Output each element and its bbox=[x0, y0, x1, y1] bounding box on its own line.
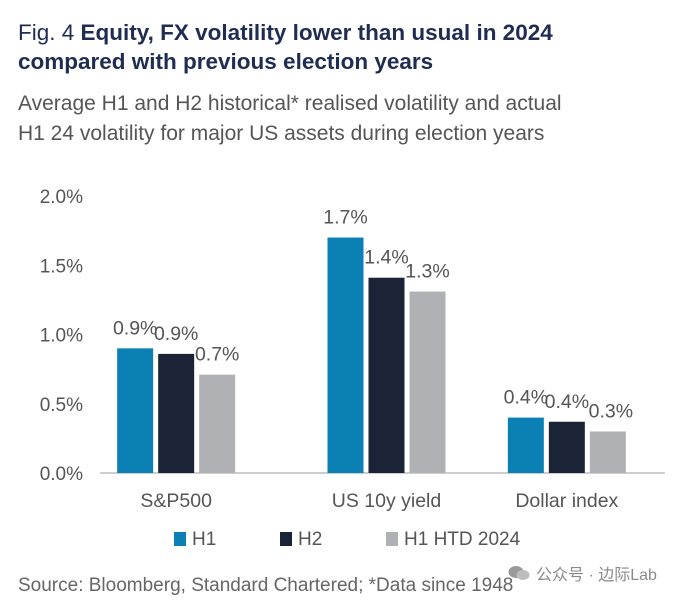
figure-label: Fig. 4 bbox=[18, 20, 75, 45]
headline-line-1: Equity, FX volatility lower than usual i… bbox=[80, 20, 553, 45]
data-label: 0.3% bbox=[589, 400, 633, 422]
bar-h2-2 bbox=[548, 421, 585, 473]
legend-swatch bbox=[386, 532, 398, 546]
y-tick-label: 0.0% bbox=[40, 464, 83, 485]
bar-h1-htd-2024-1 bbox=[409, 291, 446, 473]
data-label: 0.9% bbox=[113, 317, 157, 339]
bar-h1-0 bbox=[117, 348, 154, 473]
x-tick-label: US 10y yield bbox=[332, 490, 441, 512]
x-tick-label: S&P500 bbox=[140, 490, 212, 512]
data-label: 0.7% bbox=[195, 344, 239, 366]
data-label: 1.7% bbox=[323, 207, 367, 229]
bar-h1-2 bbox=[507, 417, 544, 473]
y-tick-label: 0.5% bbox=[40, 395, 83, 416]
data-label: 1.3% bbox=[405, 261, 449, 283]
data-label: 0.9% bbox=[154, 323, 198, 345]
legend-swatch bbox=[174, 532, 186, 546]
watermark-text: 公众号 · 边际Lab bbox=[536, 567, 657, 584]
legend-label: H1 bbox=[192, 529, 216, 550]
bar-h1-htd-2024-0 bbox=[199, 374, 236, 473]
bar-h1-htd-2024-2 bbox=[589, 431, 626, 473]
wechat-icon bbox=[508, 566, 530, 580]
y-tick-label: 1.0% bbox=[40, 326, 83, 347]
data-label: 1.4% bbox=[364, 247, 408, 269]
y-tick-label: 1.5% bbox=[40, 256, 83, 277]
bar-h2-1 bbox=[368, 277, 405, 473]
legend-label: H1 HTD 2024 bbox=[404, 529, 521, 550]
data-label: 0.4% bbox=[504, 387, 548, 409]
legend-label: H2 bbox=[298, 529, 322, 550]
source-note: Source: Bloomberg, Standard Chartered; *… bbox=[18, 575, 514, 596]
headline-line-2: compared with previous election years bbox=[18, 49, 434, 74]
bar-h1-1 bbox=[327, 237, 364, 473]
x-tick-label: Dollar index bbox=[515, 490, 618, 512]
legend-swatch bbox=[280, 532, 292, 546]
subtitle-line-1: Average H1 and H2 historical* realised v… bbox=[18, 92, 562, 115]
subtitle-line-2: H1 24 volatility for major US assets dur… bbox=[18, 122, 545, 145]
chart-title: Fig. 4 Equity, FX volatility lower than … bbox=[18, 18, 693, 76]
chart-subtitle: Average H1 and H2 historical* realised v… bbox=[18, 89, 693, 149]
bar-h2-0 bbox=[158, 353, 195, 473]
watermark: 公众号 · 边际Lab bbox=[508, 561, 657, 585]
data-label: 0.4% bbox=[545, 391, 589, 413]
y-tick-label: 2.0% bbox=[40, 187, 83, 208]
